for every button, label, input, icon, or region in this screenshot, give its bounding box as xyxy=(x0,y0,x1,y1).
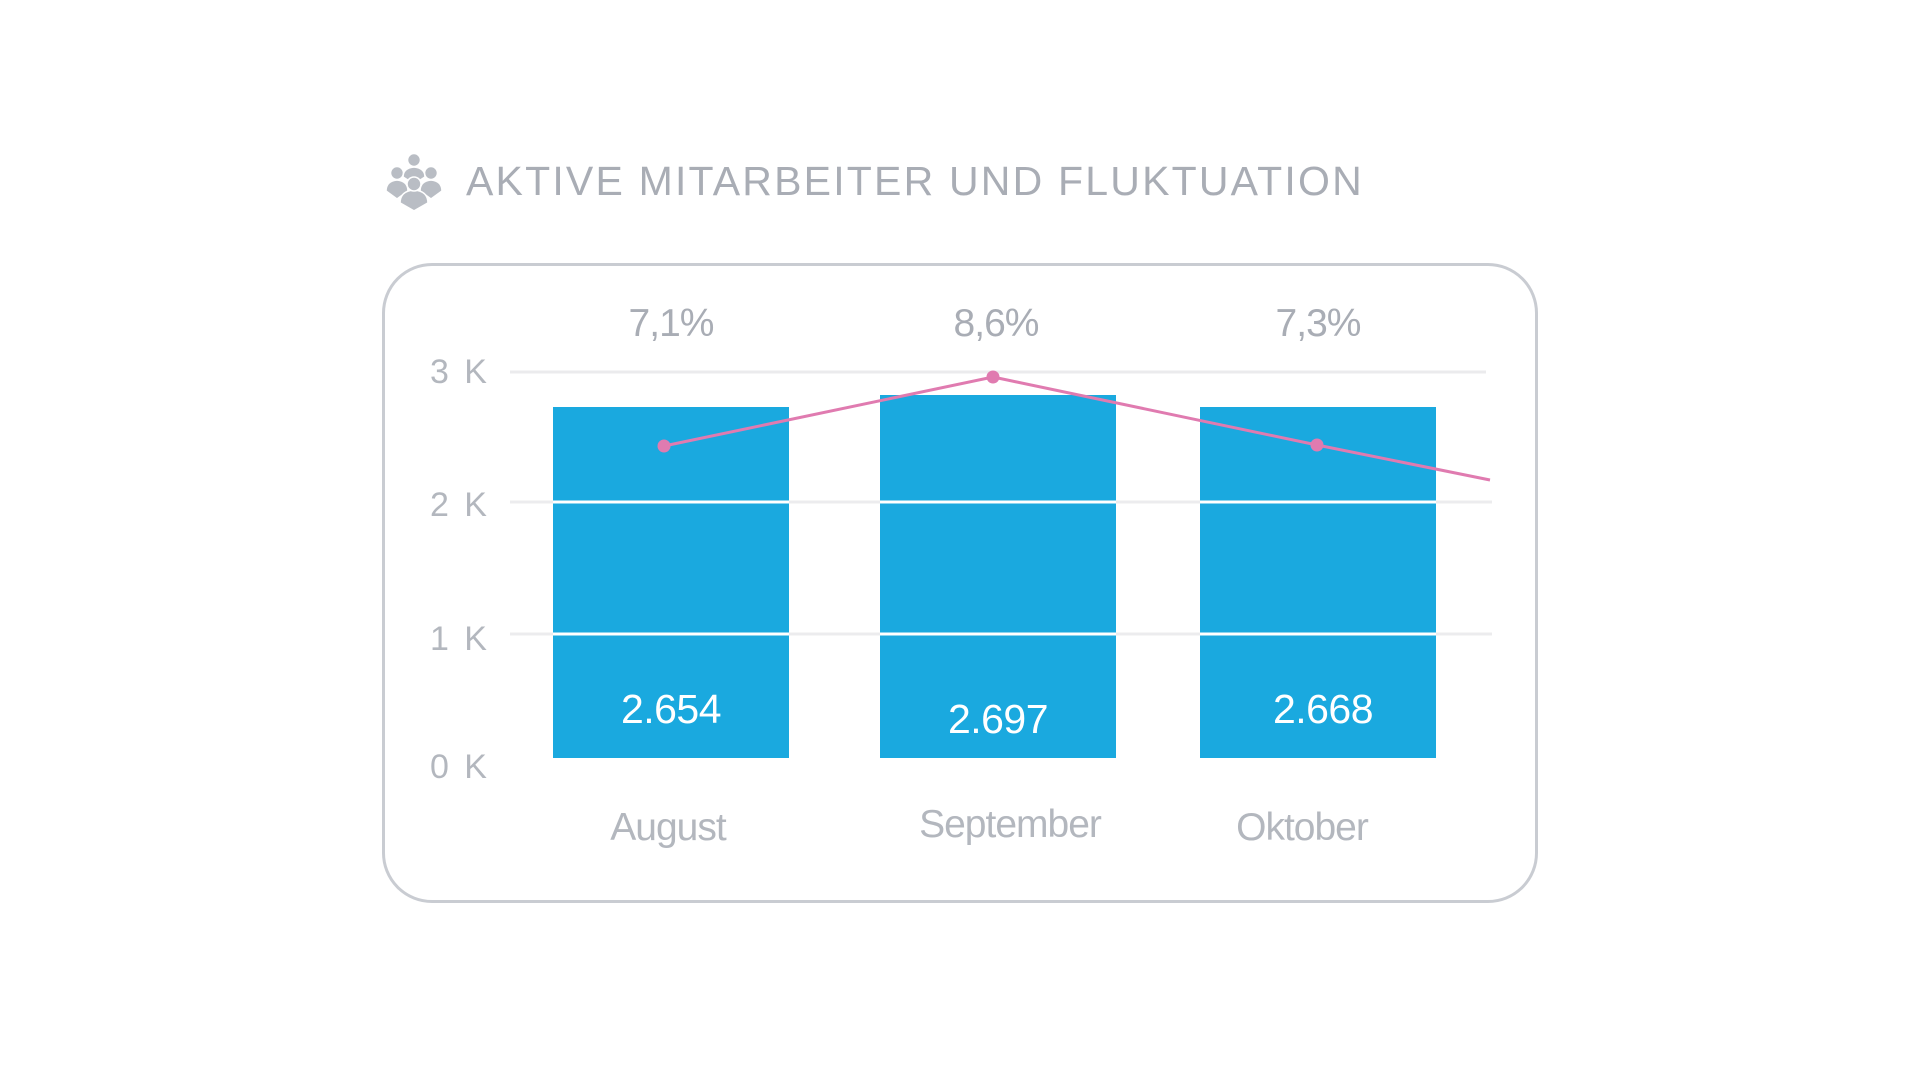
y-tick-0k: 0 K xyxy=(429,748,490,786)
chart-title: AKTIVE MITARBEITER UND FLUKTUATION xyxy=(466,157,1364,204)
line-point-september[interactable] xyxy=(986,370,1000,384)
people-group-icon xyxy=(385,152,443,211)
pct-label-september: 8,6% xyxy=(953,302,1040,345)
bar-value-oktober: 2.668 xyxy=(1272,686,1374,732)
bar-september[interactable] xyxy=(880,395,1116,758)
y-tick-3k: 3 K xyxy=(429,353,490,391)
y-tick-2k: 2 K xyxy=(429,486,490,524)
pct-label-august: 7,1% xyxy=(628,302,715,345)
bar-value-august: 2.654 xyxy=(620,686,722,732)
x-label-september: September xyxy=(919,803,1102,846)
chart-header: AKTIVE MITARBEITER UND FLUKTUATION xyxy=(384,150,1364,212)
x-label-august: August xyxy=(610,806,726,849)
bar-oktober[interactable] xyxy=(1200,407,1436,758)
bar-grid-overlay xyxy=(553,500,1436,636)
pct-label-oktober: 7,3% xyxy=(1275,302,1362,345)
bar-value-september: 2.697 xyxy=(947,696,1049,742)
line-point-august[interactable] xyxy=(657,439,671,453)
x-label-oktober: Oktober xyxy=(1236,806,1369,849)
y-tick-1k: 1 K xyxy=(429,620,490,658)
line-point-oktober[interactable] xyxy=(1310,438,1324,452)
bar-august[interactable] xyxy=(553,407,789,758)
fluktuation-line xyxy=(663,375,1491,482)
